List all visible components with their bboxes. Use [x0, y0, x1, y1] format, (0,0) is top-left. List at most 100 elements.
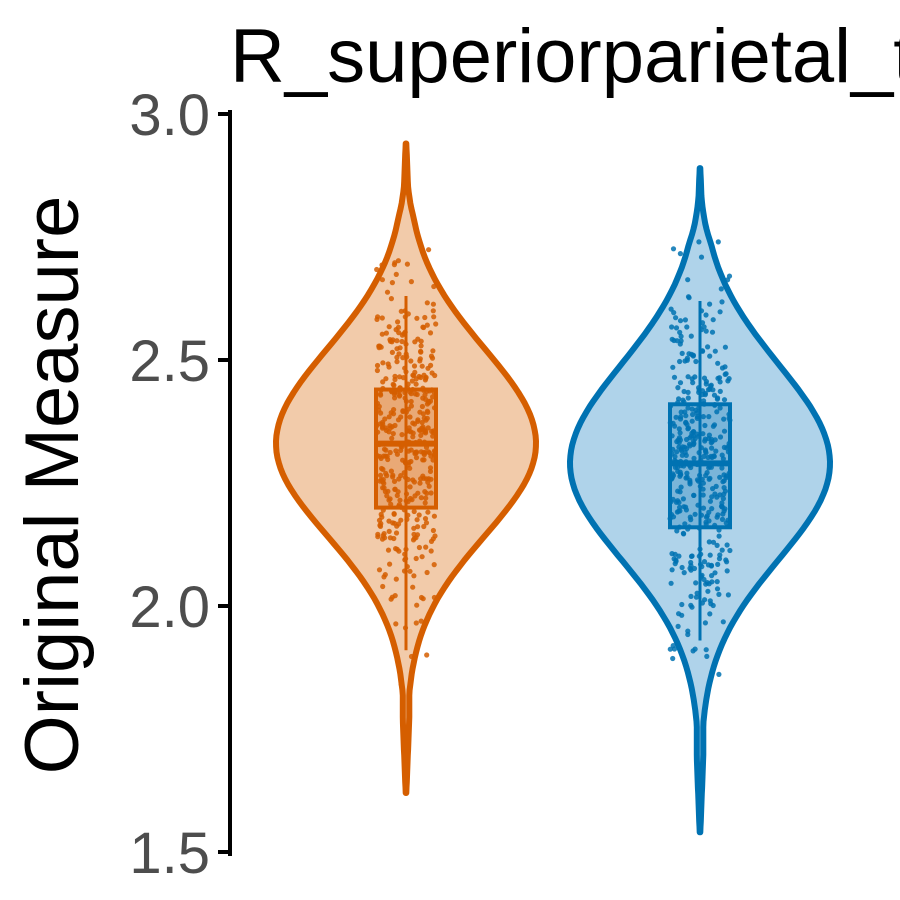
data-point: [380, 485, 386, 491]
data-point: [418, 343, 424, 349]
data-point: [421, 523, 427, 530]
data-point: [403, 398, 409, 404]
data-point: [409, 378, 415, 384]
data-point: [699, 388, 706, 394]
data-point: [709, 439, 715, 445]
data-point: [412, 339, 418, 345]
data-point: [714, 579, 720, 585]
data-point: [714, 542, 720, 549]
data-point: [702, 438, 708, 444]
data-point: [684, 474, 690, 480]
data-point: [377, 472, 384, 478]
data-point: [723, 475, 729, 481]
data-point: [394, 359, 400, 365]
data-point: [668, 580, 674, 586]
data-point: [427, 468, 434, 474]
data-point: [696, 385, 702, 391]
data-point: [408, 391, 414, 397]
data-point: [724, 542, 730, 548]
data-point: [393, 327, 399, 333]
data-point: [391, 520, 398, 526]
data-point: [680, 496, 687, 502]
data-point: [425, 409, 431, 415]
data-point: [387, 337, 393, 343]
data-point: [407, 484, 413, 490]
data-point: [424, 322, 430, 328]
data-point: [685, 631, 691, 638]
data-point: [397, 497, 403, 503]
data-point: [397, 374, 403, 380]
data-point: [675, 385, 681, 391]
data-point: [672, 423, 678, 429]
data-point: [688, 333, 694, 339]
data-point: [692, 646, 698, 652]
data-point: [377, 391, 383, 397]
data-point: [411, 535, 418, 541]
data-point: [677, 508, 683, 514]
data-point: [725, 592, 732, 598]
data-point: [379, 315, 385, 321]
y-axis: 1.5 2.0 2.5 3.0: [129, 83, 232, 886]
data-point: [707, 611, 713, 617]
data-point: [706, 539, 712, 545]
data-point: [704, 653, 710, 660]
data-point: [408, 398, 414, 405]
data-point: [389, 349, 395, 355]
data-point: [407, 414, 413, 420]
data-point: [413, 381, 419, 387]
data-point: [717, 474, 723, 480]
data-point: [423, 544, 429, 550]
data-point: [707, 552, 713, 558]
data-point: [693, 594, 700, 600]
data-point: [670, 364, 676, 370]
data-point: [694, 590, 700, 596]
data-point: [684, 324, 690, 330]
data-point: [383, 427, 389, 433]
data-point: [692, 511, 698, 517]
data-point: [408, 279, 414, 285]
data-point: [691, 565, 698, 572]
data-point: [707, 475, 713, 481]
data-point: [700, 414, 707, 420]
data-point: [696, 433, 702, 439]
data-point: [688, 602, 694, 608]
data-point: [671, 374, 678, 380]
data-point: [410, 434, 416, 440]
data-point: [419, 419, 425, 426]
data-point: [716, 533, 722, 539]
data-point: [698, 308, 705, 314]
data-point: [707, 598, 713, 604]
data-point: [373, 599, 379, 605]
data-point: [719, 516, 726, 523]
data-point: [394, 338, 400, 344]
data-point: [408, 653, 415, 660]
data-point: [402, 308, 408, 314]
data-point: [405, 381, 411, 387]
data-point: [679, 601, 685, 608]
data-point: [705, 588, 711, 594]
data-point: [688, 593, 694, 600]
data-point: [413, 455, 420, 461]
data-point: [430, 348, 436, 354]
data-point: [706, 509, 712, 515]
data-point: [695, 502, 701, 508]
data-point: [717, 309, 723, 315]
data-point: [687, 479, 693, 485]
data-point: [706, 414, 712, 420]
data-point: [422, 377, 428, 383]
data-point: [711, 392, 718, 398]
data-point: [403, 556, 409, 562]
data-point: [394, 546, 400, 552]
data-point: [384, 289, 391, 295]
data-point: [400, 355, 406, 361]
data-point: [703, 472, 709, 479]
data-point: [719, 547, 725, 553]
data-point: [721, 397, 728, 403]
data-point: [702, 422, 708, 429]
data-point: [712, 570, 718, 576]
data-point: [376, 567, 383, 573]
data-point: [418, 349, 424, 355]
data-point: [427, 465, 434, 471]
data-point: [379, 465, 385, 472]
data-point: [411, 508, 417, 515]
